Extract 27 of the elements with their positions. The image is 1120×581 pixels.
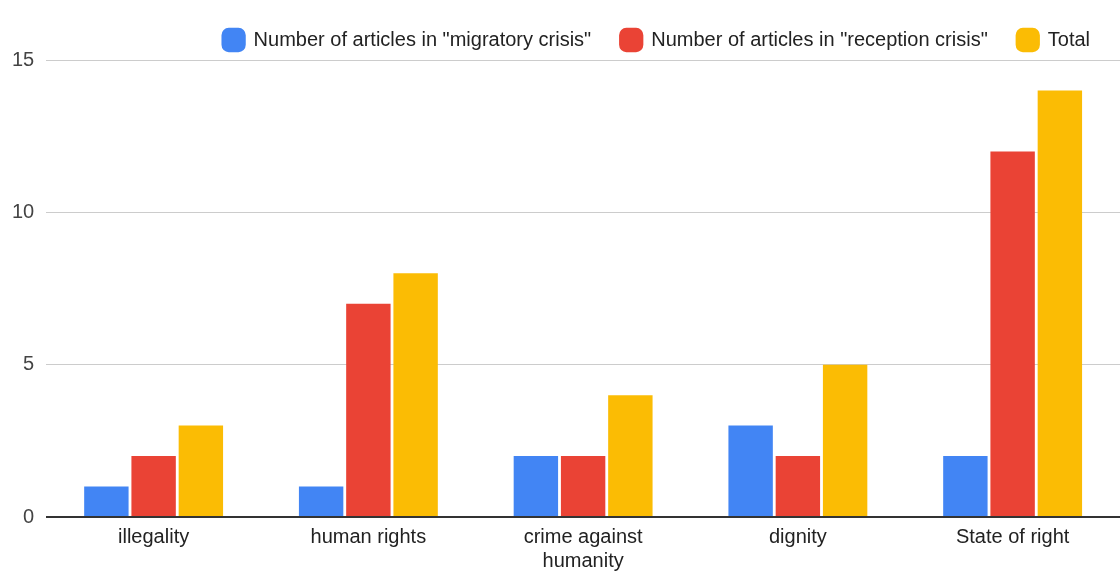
x-tick-label: State of right [955, 524, 1070, 547]
bar [1037, 90, 1083, 516]
bar [608, 395, 653, 516]
y-tick-label: 10 [12, 199, 35, 222]
bar [346, 303, 391, 516]
bar [298, 486, 344, 516]
bar [84, 486, 129, 516]
x-tick-label: dignity [768, 524, 827, 547]
bar [990, 151, 1035, 516]
x-tick-label: crime against humanity [523, 524, 644, 571]
legend-label: Number of articles in "migratory crisis" [253, 27, 592, 50]
bar [178, 425, 224, 516]
bar [775, 456, 821, 516]
legend-label: Number of articles in "reception crisis" [651, 27, 988, 50]
y-tick-label: 15 [12, 47, 35, 70]
bar [513, 456, 559, 516]
legend-label: Total [1047, 27, 1090, 50]
y-tick-label: 5 [23, 352, 35, 375]
x-tick-label: illegality [118, 524, 190, 547]
bar [393, 273, 438, 516]
bar [131, 456, 176, 516]
bar [822, 364, 868, 516]
x-tick-label: human rights [310, 524, 427, 547]
bar [560, 456, 606, 516]
y-tick-label: 0 [23, 504, 35, 527]
bar [943, 456, 988, 516]
bar [728, 425, 773, 516]
